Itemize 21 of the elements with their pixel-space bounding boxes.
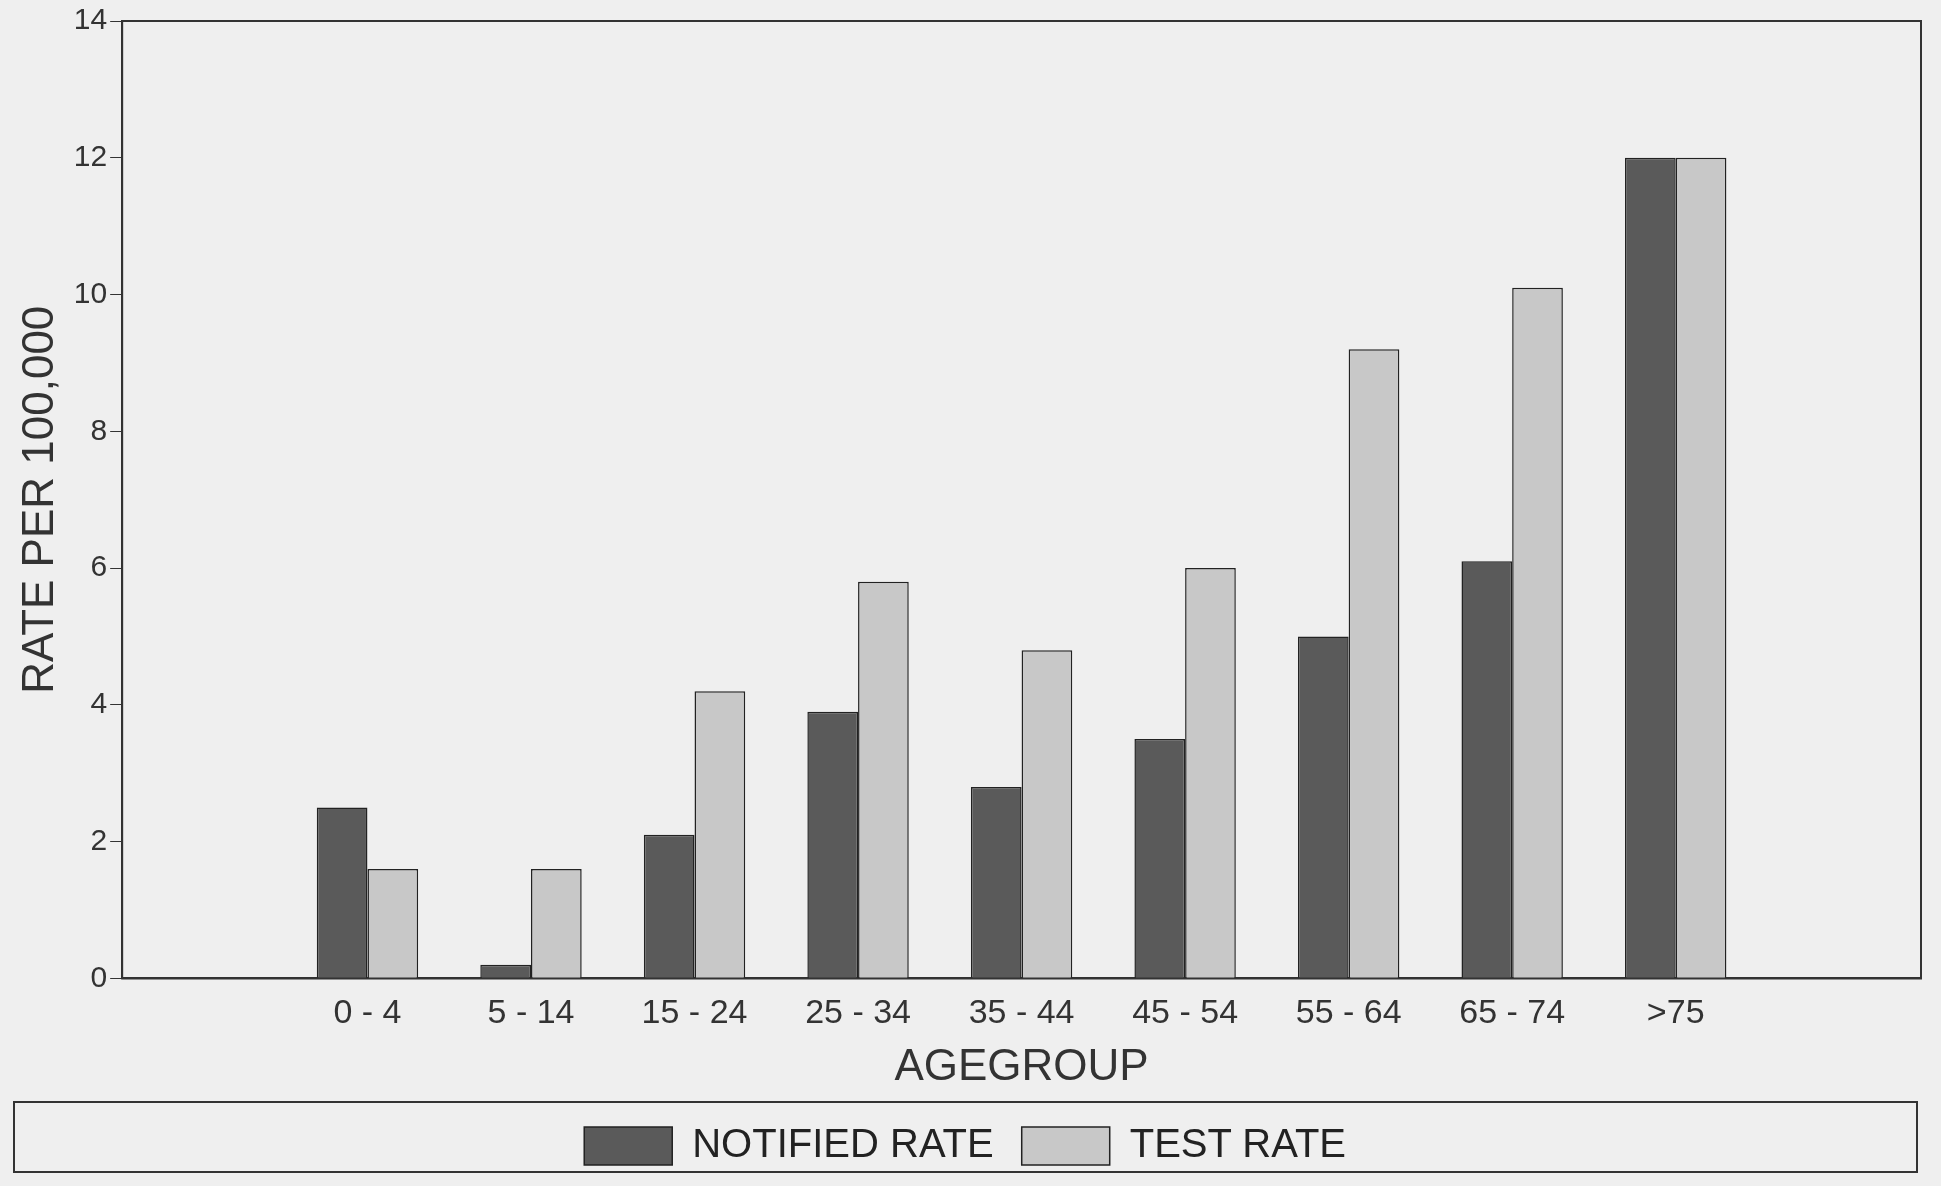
y-tick-label: 10 — [73, 275, 108, 309]
y-tick-label: 8 — [90, 412, 108, 446]
y-tick-label: 14 — [73, 2, 108, 36]
x-tick-label: 15 - 24 — [641, 992, 748, 1031]
y-tick-label: 2 — [90, 822, 108, 856]
y-tick-label: 12 — [73, 139, 108, 173]
y-tick-label: 0 — [90, 959, 108, 993]
x-tick-label: 35 - 44 — [968, 992, 1075, 1031]
y-tick-label: 6 — [90, 549, 108, 583]
x-tick-label: 25 - 34 — [805, 992, 911, 1031]
x-axis-title: AGEGROUP — [894, 1039, 1149, 1089]
x-tick-label: 5 - 14 — [487, 992, 575, 1031]
x-tick-label: >75 — [1646, 992, 1705, 1031]
y-axis-title: RATE PER 100,000 — [12, 305, 62, 694]
x-tick-label: 65 - 74 — [1459, 992, 1566, 1031]
x-tick-label: 55 - 64 — [1295, 992, 1402, 1031]
legend-label: TEST RATE — [1129, 1121, 1347, 1166]
y-tick-label: 4 — [90, 686, 108, 720]
x-tick-label: 0 - 4 — [333, 992, 402, 1031]
legend-label: NOTIFIED RATE — [692, 1121, 994, 1166]
x-tick-label: 45 - 54 — [1132, 992, 1239, 1031]
